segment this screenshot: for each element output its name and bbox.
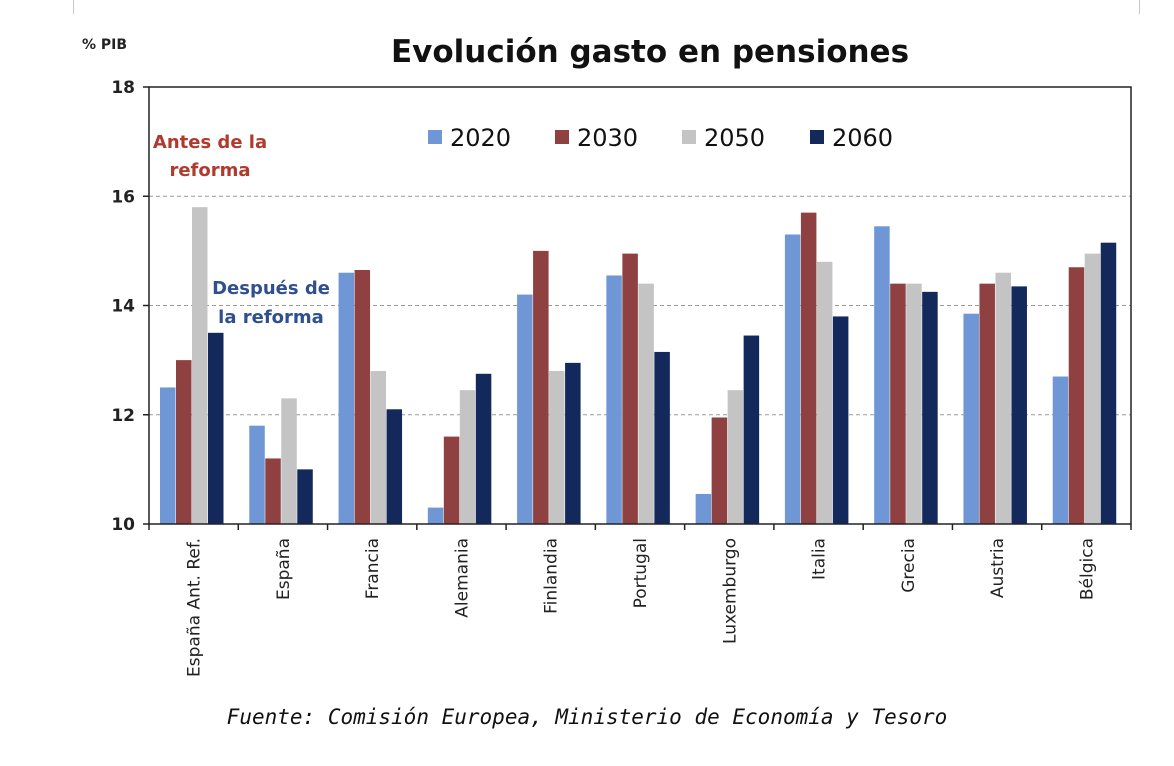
chart-svg: Evolución gasto en pensiones % PIB 10121… xyxy=(82,34,1132,677)
x-tick-label: Francia xyxy=(363,538,383,599)
legend-swatch-2050 xyxy=(682,130,696,144)
bar-2020-4 xyxy=(517,294,533,524)
bar-2030-7 xyxy=(800,212,817,524)
x-tick-label: Grecia xyxy=(899,538,919,593)
x-tick-label: Luxemburgo xyxy=(720,538,740,644)
annotation-before-reform: Antes de la reforma xyxy=(153,132,267,181)
legend-swatch-2060 xyxy=(810,130,824,144)
x-axis-ticks: España Ant. Ref. España Francia Alemania Fin… xyxy=(148,524,1132,677)
bars-group xyxy=(160,207,1117,525)
y-axis-unit-label: % PIB xyxy=(82,37,127,53)
bar-2030-2 xyxy=(354,269,371,524)
bar-2020-3 xyxy=(427,507,444,524)
source-caption: Fuente: Comisión Europea, Ministerio de … xyxy=(226,705,948,729)
bar-2020-1 xyxy=(249,425,265,524)
legend-label-2060: 2060 xyxy=(832,124,893,152)
legend-label-2030: 2030 xyxy=(577,124,638,152)
bar-2030-3 xyxy=(443,436,460,524)
bar-2050-3 xyxy=(459,390,476,524)
bar-2020-6 xyxy=(695,493,712,524)
bar-2050-5 xyxy=(638,283,654,524)
x-tick-label: Bélgica xyxy=(1077,538,1097,600)
bar-2060-6 xyxy=(743,335,760,524)
bar-2050-9 xyxy=(995,272,1011,524)
chart-title: Evolución gasto en pensiones xyxy=(391,34,909,70)
bar-2020-10 xyxy=(1052,376,1069,524)
bar-2030-0 xyxy=(176,360,192,524)
frame-line-right xyxy=(1139,0,1140,14)
bar-2060-10 xyxy=(1100,242,1117,524)
bar-2050-7 xyxy=(816,261,833,524)
x-tick-label: Portugal xyxy=(631,538,651,608)
y-tick-label: 16 xyxy=(111,187,135,207)
bar-2020-7 xyxy=(784,234,801,525)
bar-2060-1 xyxy=(297,469,313,524)
bar-2030-6 xyxy=(711,417,728,524)
bar-2060-7 xyxy=(832,316,849,524)
bar-2020-9 xyxy=(963,313,979,524)
annotation-before-line2: reforma xyxy=(169,160,250,181)
y-tick-label: 18 xyxy=(111,78,135,98)
bar-2020-0 xyxy=(160,387,176,524)
bar-2050-2 xyxy=(370,371,387,524)
y-tick-label: 10 xyxy=(111,515,135,535)
y-tick-label: 14 xyxy=(111,297,135,317)
x-tick-label: Austria xyxy=(988,538,1008,598)
bar-2060-8 xyxy=(922,291,938,524)
bar-2060-4 xyxy=(565,362,581,524)
bar-2020-2 xyxy=(338,272,355,524)
legend-label-2050: 2050 xyxy=(704,124,765,152)
bar-2060-0 xyxy=(208,332,224,524)
annotation-after-line2: la reforma xyxy=(218,307,324,328)
bar-2060-3 xyxy=(475,373,492,524)
x-tick-label: Alemania xyxy=(452,538,472,618)
bar-2030-4 xyxy=(533,250,549,524)
legend: 2020 2030 2050 2060 xyxy=(428,124,893,152)
bar-2050-1 xyxy=(281,398,297,524)
x-tick-label: España xyxy=(274,538,294,600)
bar-2050-8 xyxy=(906,283,922,524)
bar-2030-9 xyxy=(979,283,995,524)
annotation-after-line1: Después de xyxy=(212,278,330,299)
x-tick-label: España Ant. Ref. xyxy=(185,538,205,677)
x-tick-label: Finlandia xyxy=(542,538,562,614)
bar-2020-8 xyxy=(874,226,890,524)
bar-2050-6 xyxy=(727,390,744,524)
bar-2030-1 xyxy=(265,458,281,524)
bar-2030-10 xyxy=(1068,267,1085,524)
bar-2060-9 xyxy=(1011,286,1027,524)
x-tick-label: Italia xyxy=(810,538,830,580)
frame-line-left xyxy=(73,0,74,14)
bar-2030-8 xyxy=(890,283,906,524)
bar-2060-2 xyxy=(386,409,403,524)
bar-2050-4 xyxy=(549,371,565,524)
y-axis-ticks: 10 12 14 16 18 xyxy=(111,78,149,535)
bar-2060-5 xyxy=(654,351,670,524)
bar-2020-5 xyxy=(606,275,622,524)
y-tick-label: 12 xyxy=(111,406,135,426)
bar-2050-10 xyxy=(1084,253,1101,524)
legend-swatch-2020 xyxy=(428,130,442,144)
legend-swatch-2030 xyxy=(555,130,569,144)
bar-2030-5 xyxy=(622,253,638,524)
annotation-after-reform: Después de la reforma xyxy=(212,278,330,328)
legend-label-2020: 2020 xyxy=(450,124,511,152)
annotation-before-line1: Antes de la xyxy=(153,132,267,153)
bar-2050-0 xyxy=(192,207,208,525)
